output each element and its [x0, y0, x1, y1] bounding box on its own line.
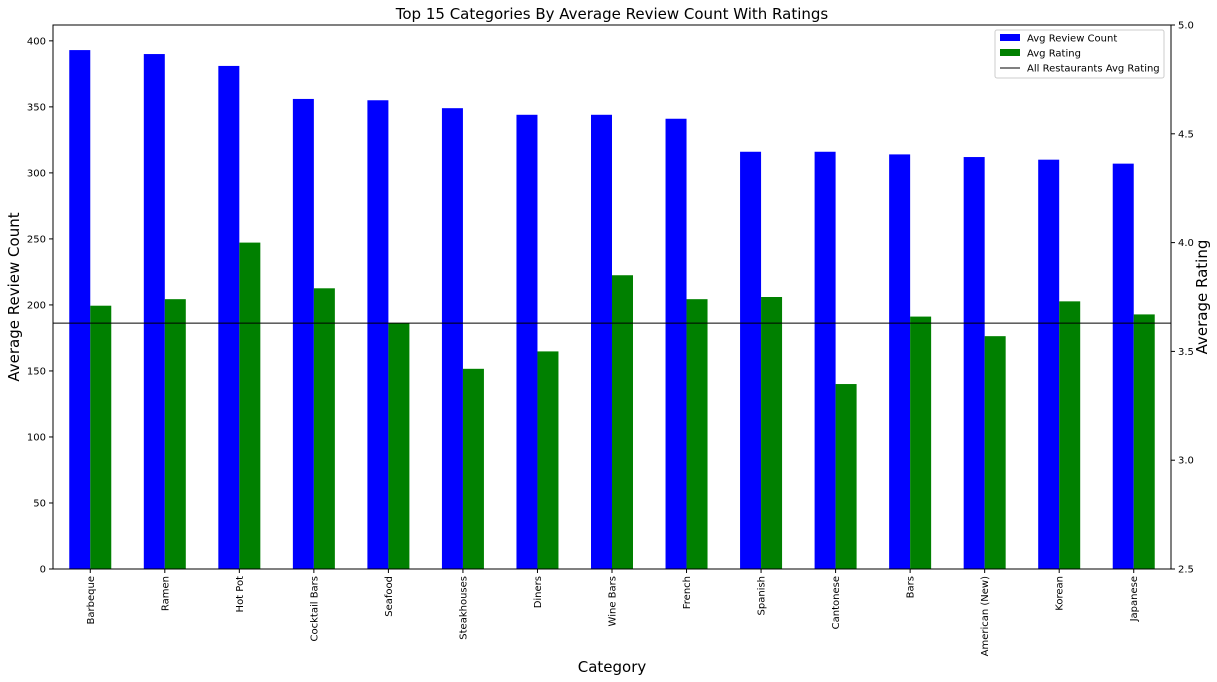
y-tick-label: 300 — [27, 168, 46, 179]
chart-title: Top 15 Categories By Average Review Coun… — [395, 5, 829, 23]
x-tick-label-korean: Korean — [1055, 576, 1066, 611]
bar-rating-barbeque — [90, 305, 112, 569]
x-tick-label-diners: Diners — [533, 576, 544, 608]
legend: Avg Review Count Avg Rating All Restaura… — [994, 29, 1165, 79]
y-tick-label: 200 — [27, 300, 46, 311]
bar-review-count-steakhouses — [441, 108, 463, 570]
axes-layer: 0 50 100 150 200 250 300 350 400 2.5 3.0 3.5 4.0 4.5 5… — [27, 21, 1194, 657]
bar-review-count-korean — [1038, 159, 1060, 569]
bar-rating-japanese — [1133, 314, 1155, 569]
bar-review-count-barbeque — [69, 50, 91, 569]
legend-label-avg-review-count: Avg Review Count — [1027, 34, 1117, 45]
bar-review-count-diners — [516, 114, 538, 569]
y-tick-label: 100 — [27, 432, 46, 443]
bar-rating-ramen — [164, 299, 186, 569]
legend-swatch-avg-rating — [1000, 49, 1020, 56]
bar-rating-hot-pot — [239, 242, 261, 569]
bar-rating-cocktail-bars — [313, 288, 335, 569]
bar-review-count-cocktail-bars — [292, 98, 314, 570]
bar-review-count-wine-bars — [591, 114, 612, 569]
legend-box — [994, 29, 1165, 79]
x-tick-label-seafood: Seafood — [384, 576, 395, 617]
x-tick-label-steakhouses: Steakhouses — [458, 576, 469, 640]
bar-rating-diners — [537, 351, 559, 569]
y-tick-label: 250 — [27, 234, 46, 245]
bar-review-count-american-new — [963, 157, 985, 570]
bar-rating-seafood — [388, 323, 410, 569]
bar-rating-american-new — [984, 336, 1006, 569]
y-tick-label: 350 — [27, 102, 46, 113]
x-tick-label-barbeque: Barbeque — [86, 576, 97, 624]
y2-tick-label: 3.5 — [1178, 347, 1194, 358]
x-tick-label-cocktail-bars: Cocktail Bars — [309, 576, 320, 641]
x-tick-label-spanish: Spanish — [757, 576, 768, 616]
x-axis-label: Category — [578, 658, 647, 676]
y2-tick-label: 2.5 — [1178, 565, 1194, 576]
y-tick-label: 0 — [40, 565, 46, 576]
bar-review-count-spanish — [740, 151, 762, 570]
legend-swatch-avg-review-count — [1000, 34, 1020, 41]
y2-axis-label: Average Rating — [1193, 240, 1211, 355]
bar-rating-bars — [910, 316, 932, 569]
legend-label-avg-rating: Avg Rating — [1027, 49, 1081, 60]
bars-layer — [69, 50, 1155, 570]
x-tick-label-french: French — [682, 576, 693, 609]
x-tick-label-american-new: American (New) — [980, 576, 991, 656]
x-tick-label-bars: Bars — [906, 576, 917, 598]
y2-tick-label: 3.0 — [1178, 456, 1194, 467]
x-tick-label-wine-bars: Wine Bars — [608, 576, 619, 626]
y2-tick-label: 5.0 — [1178, 21, 1194, 32]
bar-rating-korean — [1059, 301, 1081, 569]
bar-rating-steakhouses — [462, 368, 484, 569]
x-tick-label-hot-pot: Hot Pot — [235, 576, 246, 613]
x-tick-label-cantonese: Cantonese — [831, 576, 842, 629]
y-tick-label: 50 — [33, 498, 46, 509]
y2-tick-label: 4.0 — [1178, 238, 1194, 249]
y-axis-label: Average Review Count — [5, 212, 23, 381]
x-tick-label-japanese: Japanese — [1129, 576, 1140, 622]
bar-review-count-bars — [889, 154, 911, 569]
bar-review-count-cantonese — [814, 151, 836, 570]
legend-label-reference-line: All Restaurants Avg Rating — [1027, 64, 1160, 75]
bar-review-count-japanese — [1112, 163, 1134, 569]
bar-review-count-hot-pot — [218, 65, 240, 569]
bar-rating-cantonese — [835, 384, 857, 569]
x-tick-label-ramen: Ramen — [160, 576, 171, 611]
bar-review-count-seafood — [367, 100, 389, 569]
y2-tick-label: 4.5 — [1178, 129, 1194, 140]
bar-review-count-french — [665, 118, 687, 570]
y-tick-label: 400 — [27, 36, 46, 47]
y-tick-label: 150 — [27, 366, 46, 377]
bar-rating-wine-bars — [612, 275, 633, 569]
bar-rating-spanish — [761, 297, 783, 569]
bar-rating-french — [686, 299, 708, 569]
bar-review-count-ramen — [143, 54, 165, 570]
